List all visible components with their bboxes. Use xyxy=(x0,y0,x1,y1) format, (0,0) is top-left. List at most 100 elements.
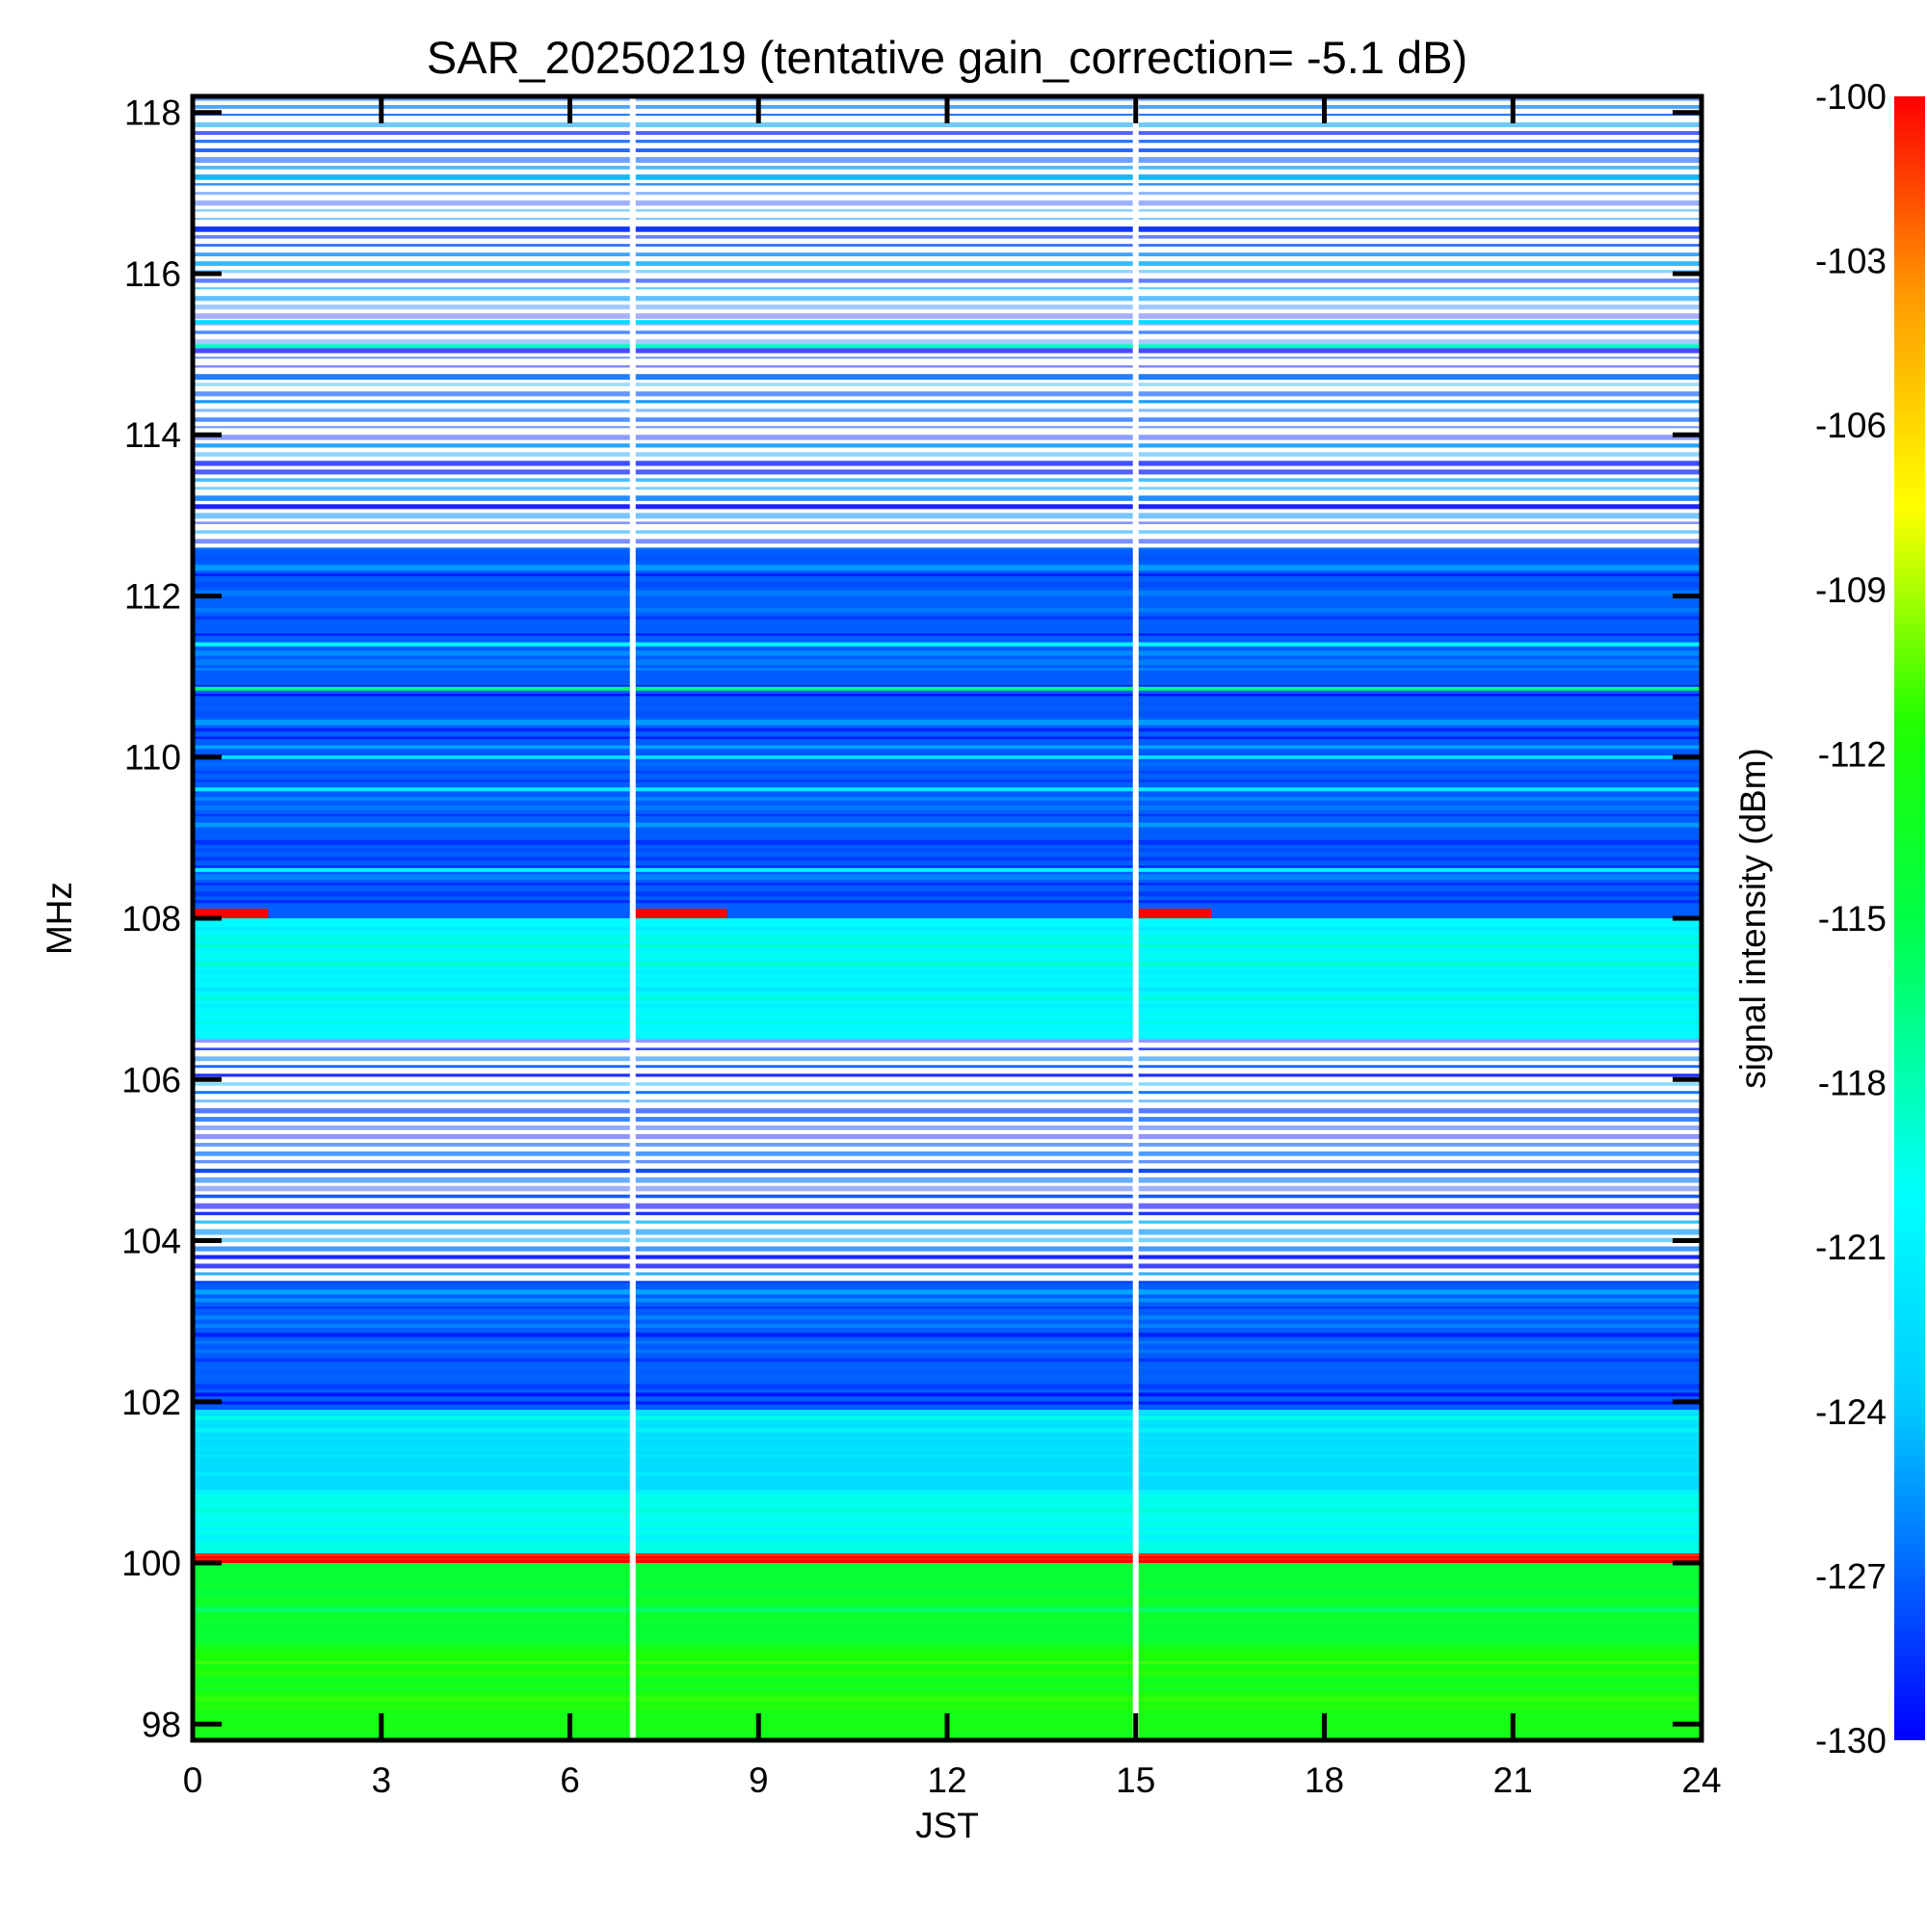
heatmap-stripe xyxy=(193,624,1702,631)
heatmap-stripe xyxy=(193,1203,1702,1209)
colorbar-tick-label: -109 xyxy=(1815,570,1887,610)
heatmap-stripe xyxy=(193,1159,1702,1164)
heatmap-stripe xyxy=(193,209,1702,212)
heatmap-stripe xyxy=(193,978,1702,982)
heatmap-stripe xyxy=(193,1272,1702,1276)
heatmap-stripe xyxy=(193,1472,1702,1476)
heatmap-stripe xyxy=(193,883,1702,886)
y-tick-label: 110 xyxy=(124,738,181,778)
heatmap-stripe xyxy=(193,839,1702,845)
heatmap-stripe xyxy=(193,131,1702,135)
heatmap-stripe xyxy=(193,365,1702,368)
heatmap-stripe xyxy=(193,616,1702,620)
heatmap-stripe xyxy=(193,400,1702,404)
heatmap-stripe xyxy=(193,1349,1702,1353)
x-tick-label: 9 xyxy=(749,1760,769,1800)
heatmap-stripe xyxy=(193,762,1702,767)
heatmap-stripe xyxy=(193,710,1702,717)
heatmap-stripe xyxy=(193,1508,1702,1513)
heatmap-stripe xyxy=(193,1134,1702,1140)
heatmap-stripe xyxy=(193,573,1702,577)
heatmap-stripe xyxy=(193,287,1702,290)
heatmap-band xyxy=(193,1552,1702,1564)
heatmap-stripe xyxy=(193,719,1702,726)
y-tick-label: 114 xyxy=(124,415,181,455)
y-axis: 98 100 102 104 106 108 110 112 114 116 118 xyxy=(121,93,1702,1744)
y-tick-label: 106 xyxy=(121,1060,181,1099)
x-tick-label: 0 xyxy=(183,1760,203,1800)
heatmap-stripe xyxy=(193,1599,1702,1604)
heatmap-stripe xyxy=(193,174,1702,180)
heatmap-stripe xyxy=(193,1535,1702,1542)
heatmap-stripe xyxy=(193,607,1702,613)
y-tick-label: 104 xyxy=(121,1222,181,1261)
heatmap-band-segment xyxy=(1135,908,1212,918)
colorbar-label: signal intensity (dBm) xyxy=(1733,748,1773,1089)
heatmap-stripe xyxy=(193,383,1702,386)
heatmap-stripe xyxy=(193,1418,1702,1424)
heatmap-stripe xyxy=(193,313,1702,319)
y-axis-label: MHz xyxy=(40,882,79,955)
colorbar-tick-label: -103 xyxy=(1815,242,1887,281)
heatmap-stripe xyxy=(193,874,1702,881)
heatmap-stripe xyxy=(193,918,1702,924)
heatmap-stripe xyxy=(193,443,1702,448)
heatmap-band-segment xyxy=(632,908,727,918)
heatmap-stripe xyxy=(193,1558,1702,1561)
heatmap-stripe xyxy=(193,693,1702,697)
chart-title: SAR_20250219 (tentative gain_correction=… xyxy=(427,32,1467,83)
x-tick-label: 3 xyxy=(371,1760,391,1800)
heatmap-stripe xyxy=(193,1626,1702,1629)
heatmap-stripe xyxy=(193,701,1702,706)
heatmap-stripe xyxy=(193,1263,1702,1269)
heatmap-stripe xyxy=(193,1125,1702,1130)
heatmap-stripe xyxy=(193,1643,1702,1649)
heatmap-stripe xyxy=(193,1082,1702,1086)
heatmap-stripe xyxy=(193,891,1702,897)
heatmap-stripe xyxy=(193,1526,1702,1531)
heatmap-stripe xyxy=(193,1517,1702,1522)
heatmap-stripe xyxy=(193,409,1702,412)
heatmap-stripe xyxy=(193,1298,1702,1303)
heatmap-stripe xyxy=(193,1047,1702,1050)
x-tick-label: 12 xyxy=(927,1760,966,1800)
heatmap-stripe xyxy=(193,1177,1702,1183)
heatmap-band-segment xyxy=(193,908,269,918)
heatmap-stripe xyxy=(193,565,1702,571)
heatmap-stripe xyxy=(193,1117,1702,1122)
heatmap-stripe xyxy=(193,831,1702,834)
heatmap-stripe xyxy=(193,1021,1702,1024)
x-tick-label: 21 xyxy=(1493,1760,1533,1800)
colorbar-tick-label: -106 xyxy=(1815,406,1887,445)
heatmap-stripe xyxy=(193,1307,1702,1310)
heatmap-stripe xyxy=(193,1445,1702,1451)
heatmap-stripe xyxy=(193,1340,1702,1344)
heatmap-stripe xyxy=(193,650,1702,656)
heatmap-stripe xyxy=(193,780,1702,782)
heatmap-stripe xyxy=(193,1030,1702,1036)
heatmap-stripe xyxy=(193,1589,1702,1596)
heatmap-line xyxy=(193,754,1702,759)
heatmap-stripe xyxy=(193,822,1702,828)
heatmap-line xyxy=(193,344,1702,349)
heatmap-stripe xyxy=(193,1289,1702,1295)
colorbar xyxy=(1894,96,1925,1740)
heatmap-lines xyxy=(193,320,1702,1420)
colorbar-tick-label: -100 xyxy=(1815,77,1887,117)
heatmap-stripe xyxy=(193,357,1702,359)
heatmap-stripe xyxy=(193,1572,1702,1578)
heatmap-stripe xyxy=(193,1108,1702,1114)
heatmap-stripe xyxy=(193,1332,1702,1337)
heatmap-line xyxy=(193,642,1702,647)
x-axis: 0 3 6 9 12 15 18 21 24 xyxy=(183,96,1722,1800)
heatmap-stripe xyxy=(193,1237,1702,1243)
heatmap-stripe xyxy=(193,1463,1702,1467)
heatmap-stripe xyxy=(193,987,1702,992)
heatmap-stripe xyxy=(193,556,1702,562)
heatmap-stripe xyxy=(193,478,1702,482)
x-tick-label: 18 xyxy=(1305,1760,1344,1800)
heatmap-stripe xyxy=(193,495,1702,501)
colorbar-tick-label: -127 xyxy=(1815,1556,1887,1596)
heatmap-stripe xyxy=(193,805,1702,810)
heatmap-stripe xyxy=(193,1481,1702,1487)
